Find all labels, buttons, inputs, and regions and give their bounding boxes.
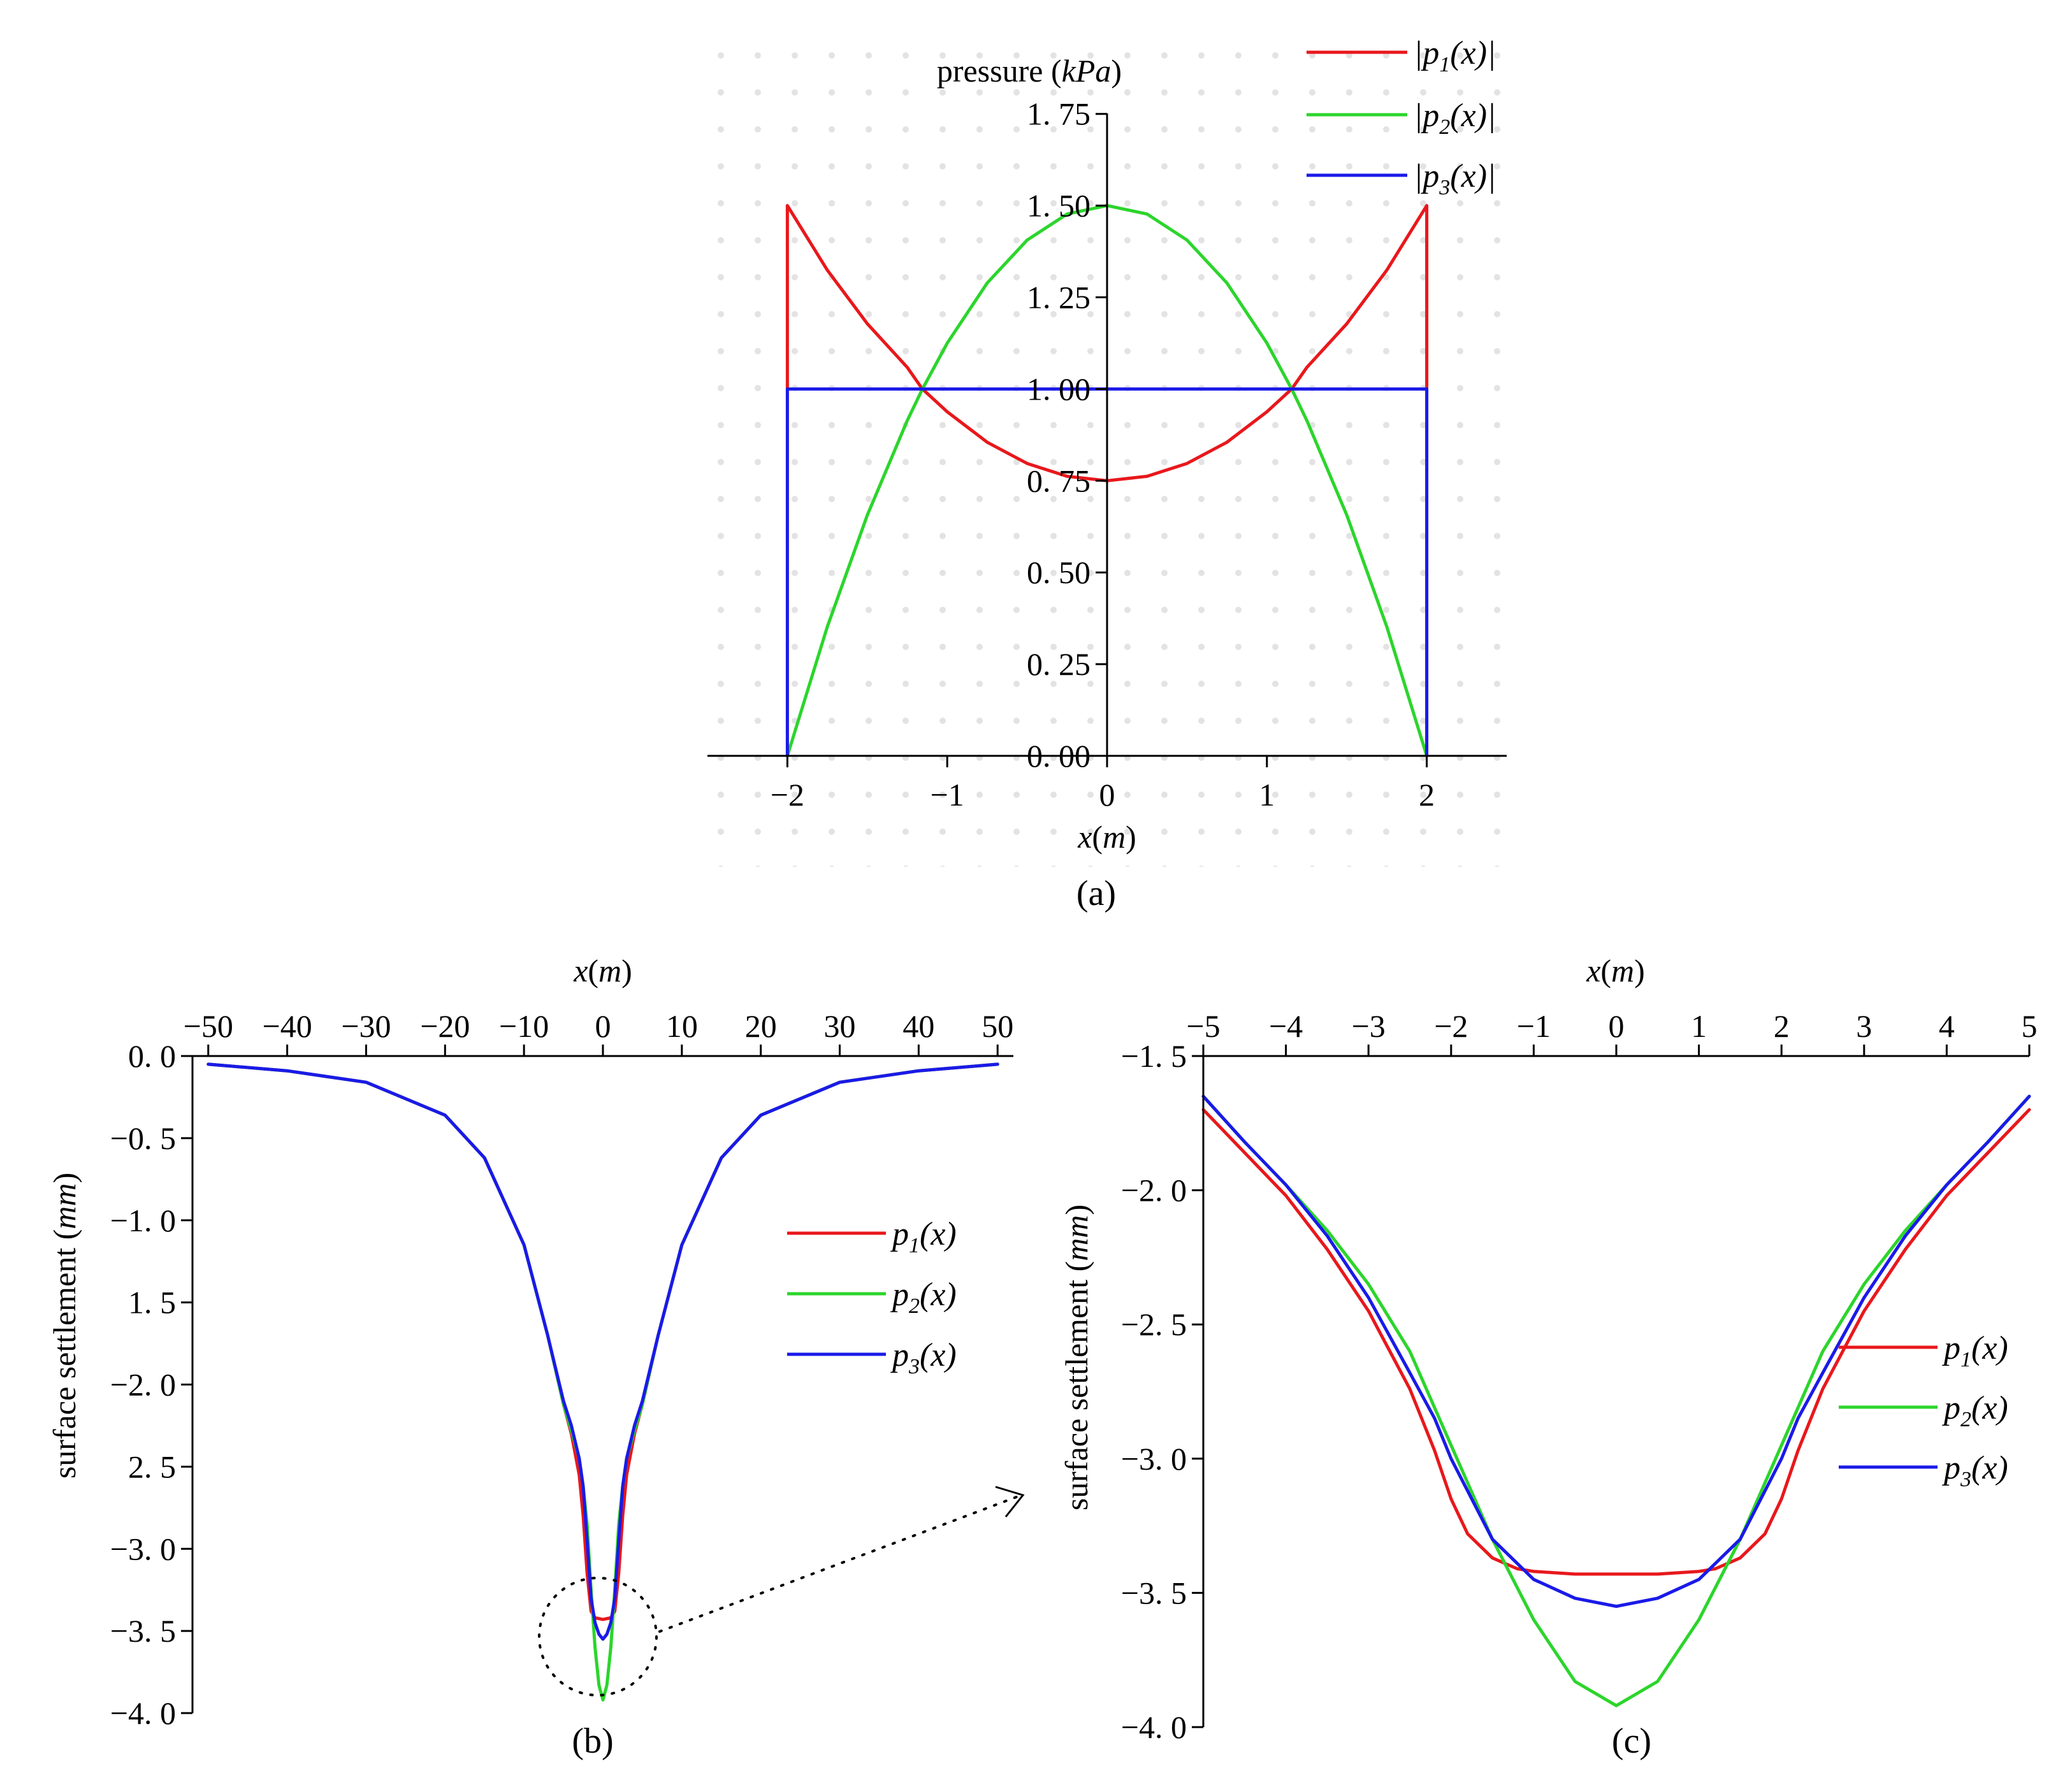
panel-c-y-tick-label: −4. 0: [1121, 1709, 1187, 1745]
panel-a-y-tick-label: 1. 00: [1027, 371, 1090, 407]
panel-a-y-tick-label: 0. 50: [1027, 554, 1090, 590]
panel-b-series-p3-line: [206, 1062, 999, 1641]
legend-a-p1-label: |p1(x)|: [1414, 35, 1496, 76]
panel-b-x-tick-label: 50: [982, 1008, 1013, 1044]
panel-b-y-tick-label: 0. 0: [128, 1038, 176, 1074]
panel-c-y-tick-label: −2. 0: [1121, 1173, 1187, 1208]
panel-a-y-tick-label: 1. 25: [1027, 280, 1090, 315]
panel-b-x-tick-label: 30: [824, 1008, 856, 1044]
panel-c-label: (c): [1612, 1721, 1651, 1761]
panel-a-pressure-chart: −2 −1 0 1 2 0. 00 0. 25 0. 50 0. 75 1. 00 1. 25 1. …: [707, 25, 1507, 913]
panel-c-x-tick-label: 3: [1856, 1008, 1872, 1044]
zoom-circle: [538, 1577, 658, 1697]
legend-c-p2-label: p2(x): [1941, 1390, 2008, 1431]
panel-a-y-tick-label: 0. 75: [1027, 463, 1090, 498]
panel-b-x-tick-label: −20: [420, 1008, 470, 1044]
panel-c-zoomed-settlement-chart: −5 −4 −3 −2 −1 0 1 2 3 4 5 −1. 5 −2. 0 −2. 5 −3. 0 −3. …: [1059, 953, 2038, 1761]
panel-c-x-tick-label: 1: [1691, 1008, 1707, 1044]
legend-a-p2-label: |p2(x)|: [1414, 98, 1496, 139]
panel-b-y-axis-title: surface settlement (mm): [47, 1173, 82, 1479]
legend-b-p1-label: p1(x): [890, 1216, 957, 1257]
panel-b-zoom-annotation: [538, 1486, 1025, 1697]
panel-c-x-tick-label: 2: [1774, 1008, 1790, 1044]
panel-b-ticks: −50 −40 −30 −20 −10 0 10 20 30 40 50 0. 0 −0. 5 −1. 0…: [110, 1008, 1013, 1731]
panel-a-y-tick-label: 1. 50: [1027, 188, 1090, 224]
panel-c-series-p3-line: [1201, 1094, 2031, 1608]
panel-b-x-tick-label: 0: [595, 1008, 611, 1044]
panel-b-x-tick-label: −10: [499, 1008, 549, 1044]
panel-c-x-tick-label: 5: [2022, 1008, 2038, 1044]
panel-b-series: [206, 1062, 999, 1702]
panel-c-x-tick-label: −1: [1517, 1008, 1551, 1044]
zoom-arrow-line: [658, 1494, 1021, 1633]
panel-c-series: [1201, 1094, 2031, 1707]
panel-c-y-tick-label: −3. 5: [1121, 1575, 1187, 1610]
panel-a-y-axis-title: pressure (kPa): [937, 53, 1122, 89]
panel-a-y-tick-label: 0. 25: [1027, 646, 1090, 682]
panel-b-settlement-chart: −50 −40 −30 −20 −10 0 10 20 30 40 50 0. 0 −0. 5 −1. 0…: [47, 953, 1025, 1761]
panel-b-y-tick-label: 1. 5: [128, 1285, 176, 1321]
panel-c-x-axis-title: x(m): [1586, 953, 1645, 988]
panel-b-y-tick-label: −4. 0: [110, 1695, 176, 1731]
panel-c-x-tick-label: 0: [1609, 1008, 1625, 1044]
panel-a-y-tick-label: 0. 00: [1027, 738, 1090, 774]
panel-c-y-tick-label: −3. 0: [1121, 1441, 1187, 1477]
panel-c-x-tick-label: −4: [1269, 1008, 1303, 1044]
panel-b-y-tick-label: 2. 5: [128, 1449, 176, 1484]
panel-a-x-tick-label: −1: [931, 777, 964, 813]
legend-c-p1-label: p1(x): [1941, 1330, 2008, 1371]
panel-b-legend: p1(x) p2(x) p3(x): [787, 1216, 957, 1378]
panel-a-x-tick-label: 1: [1259, 777, 1275, 813]
panel-a-x-tick-label: 2: [1419, 777, 1435, 813]
panel-a-x-tick-label: −2: [771, 777, 804, 813]
legend-b-p2-label: p2(x): [890, 1277, 957, 1318]
panel-c-x-tick-label: −5: [1186, 1008, 1220, 1044]
panel-b-x-tick-label: 10: [666, 1008, 698, 1044]
panel-b-y-tick-label: −3. 5: [110, 1613, 176, 1649]
panel-c-y-tick-label: −2. 5: [1121, 1306, 1187, 1342]
legend-b-p3-label: p3(x): [890, 1337, 957, 1378]
zoom-arrowhead: [995, 1486, 1025, 1517]
panel-c-legend: p1(x) p2(x) p3(x): [1839, 1330, 2008, 1491]
legend-a-p3-label: |p3(x)|: [1414, 158, 1496, 199]
panel-b-x-tick-label: 40: [902, 1008, 934, 1044]
panel-c-x-tick-label: −2: [1434, 1008, 1468, 1044]
panel-c-x-tick-label: −3: [1352, 1008, 1386, 1044]
panel-b-series-p2-line: [206, 1062, 999, 1702]
panel-b-y-tick-label: −0. 5: [110, 1120, 176, 1156]
panel-a-ticks: −2 −1 0 1 2 0. 00 0. 25 0. 50 0. 75 1. 00 1. 25 1. …: [771, 96, 1435, 813]
panel-b-x-axis-title: x(m): [573, 953, 632, 988]
legend-c-p3-label: p3(x): [1941, 1450, 2008, 1491]
panel-b-y-tick-label: −2. 0: [110, 1367, 176, 1403]
panel-c-series-p1-line: [1201, 1108, 2031, 1576]
panel-b-x-tick-label: 20: [745, 1008, 777, 1044]
panel-a-label: (a): [1076, 874, 1116, 913]
panel-b-series-p1-line: [206, 1062, 999, 1621]
panel-a-y-tick-label: 1. 75: [1027, 96, 1090, 132]
panel-b-label: (b): [572, 1721, 613, 1761]
panel-a-x-tick-label: 0: [1099, 777, 1115, 813]
panel-c-y-axis-title: surface settlement (mm): [1059, 1205, 1094, 1510]
panel-c-ticks: −5 −4 −3 −2 −1 0 1 2 3 4 5 −1. 5 −2. 0 −2. 5 −3. 0 −3. …: [1121, 1008, 2038, 1745]
panel-a-x-axis-title: x(m): [1077, 819, 1136, 855]
panel-b-y-tick-label: −1. 0: [110, 1203, 176, 1238]
panel-c-y-tick-label: −1. 5: [1121, 1038, 1187, 1074]
panel-a-legend: |p1(x)| |p2(x)| |p3(x)|: [1307, 35, 1496, 199]
panel-b-x-tick-label: −30: [341, 1008, 391, 1044]
panel-b-x-tick-label: −40: [263, 1008, 312, 1044]
panel-b-y-tick-label: −3. 0: [110, 1531, 176, 1567]
panel-b-x-tick-label: −50: [184, 1008, 233, 1044]
panel-c-x-tick-label: 4: [1939, 1008, 1955, 1044]
panel-c-series-p2-line: [1201, 1094, 2031, 1707]
